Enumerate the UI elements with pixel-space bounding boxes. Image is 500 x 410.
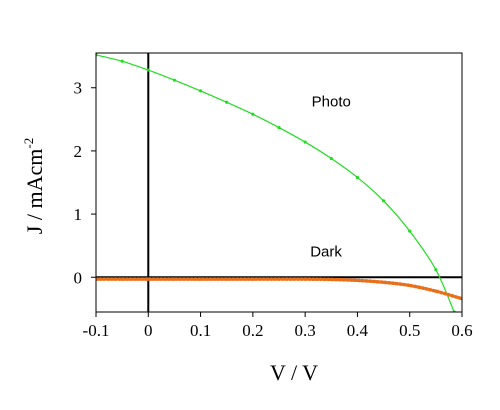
data-point [329,156,333,161]
data-point [146,68,150,72]
series-line [96,54,455,312]
y-axis-ticks: 0 1 2 3 [74,79,96,287]
x-tick-label: 0.2 [242,321,263,340]
data-point [146,277,150,281]
data-point [303,140,307,144]
data-point [198,277,203,281]
x-tick-label: 0.1 [190,321,211,340]
x-tick-label: 0 [144,321,153,340]
x-axis-ticks: -0.1 0 0.1 0.2 0.3 0.4 0.5 0.6 [83,312,473,340]
y-axis-label-main: J / mAcm [22,149,47,235]
y-tick-label: 2 [74,142,83,161]
plot-frame [95,52,463,313]
data-point [120,277,124,281]
x-tick-label: 0.6 [451,321,472,340]
annotation-photo: Photo [312,94,351,111]
x-tick-label: 0.3 [295,321,316,340]
data-point [172,78,177,82]
data-point [408,283,412,288]
series-0 [96,53,456,312]
data-point [434,268,438,272]
annotation-dark: Dark [310,243,342,260]
y-tick-label: 3 [74,79,83,98]
y-axis-label: J / mAcm-2 [21,138,47,234]
y-tick-label: 1 [74,205,83,224]
data-point [198,89,203,93]
data-point [303,277,307,281]
data-point [120,59,124,63]
data-point [251,112,255,116]
data-point [251,277,255,281]
data-point [355,175,360,180]
data-point [381,199,386,203]
data-point [408,229,412,233]
reference-lines [96,53,462,312]
series-line [96,277,462,301]
data-point [225,277,229,281]
data-point [381,280,386,284]
data-point [434,289,438,293]
data-point [225,100,229,104]
x-axis-label: V / V [270,360,318,385]
y-axis-label-superscript: -2 [21,138,36,149]
annotations: Photo Dark [310,94,351,261]
y-tick-label: 0 [74,268,83,287]
x-tick-label: 0.5 [399,321,420,340]
data-point [277,125,281,130]
data-point [172,277,177,281]
data-point [277,277,281,281]
data-point [355,278,360,283]
x-tick-label: 0.4 [347,321,369,340]
series-layer [96,53,462,312]
data-point [329,277,333,282]
x-tick-label: -0.1 [83,321,110,340]
series-1 [96,277,462,301]
